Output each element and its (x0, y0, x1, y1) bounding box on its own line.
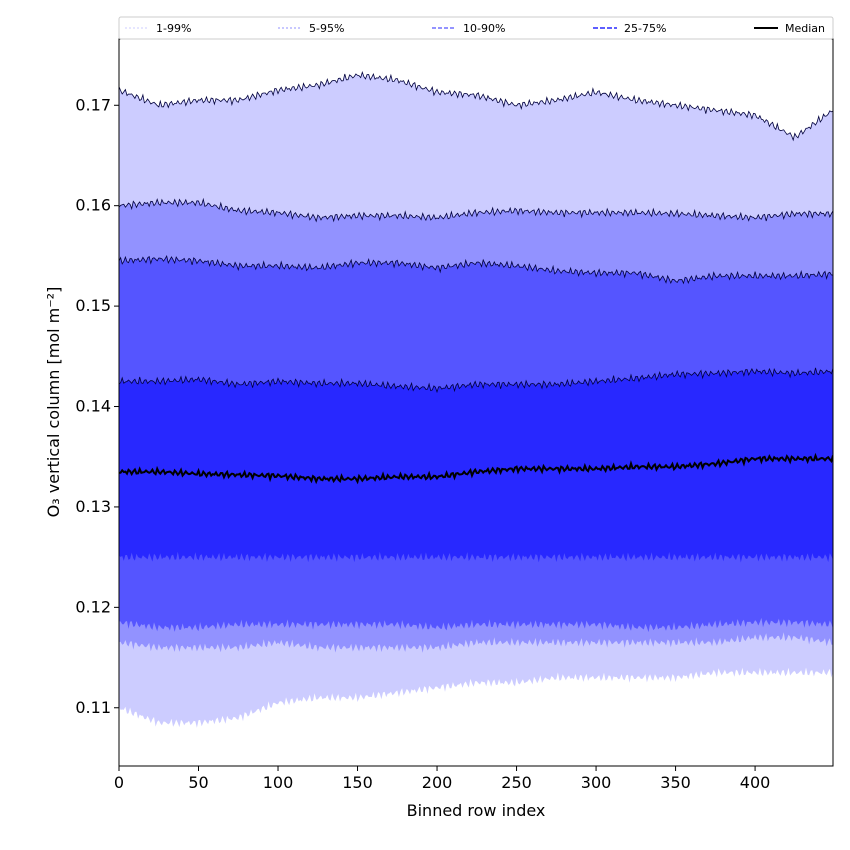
x-axis-ticks: 0 50 100 150 200 250 300 350 400 (114, 766, 770, 792)
x-tick-label: 350 (660, 773, 691, 792)
y-tick-label: 0.17 (75, 95, 111, 114)
band-25-75-upper-line (119, 367, 833, 394)
band-1-99-upper-line (119, 71, 833, 142)
legend-label-4: 25-75% (624, 22, 666, 35)
x-tick-label: 50 (188, 773, 208, 792)
band-25-75-area (119, 367, 833, 563)
median-line (119, 452, 833, 485)
band-10-90-upper-line (119, 255, 833, 285)
y-tick-label: 0.12 (75, 597, 111, 616)
x-tick-label: 200 (422, 773, 453, 792)
x-tick-label: 300 (581, 773, 612, 792)
x-tick-label: 100 (263, 773, 294, 792)
y-tick-label: 0.13 (75, 497, 111, 516)
x-axis-label: Binned row index (407, 801, 546, 820)
percentile-bands (119, 71, 833, 728)
x-tick-label: 400 (740, 773, 771, 792)
x-tick-label: 250 (501, 773, 532, 792)
y-tick-label: 0.16 (75, 196, 111, 215)
y-tick-label: 0.15 (75, 296, 111, 315)
x-tick-label: 150 (342, 773, 373, 792)
band-5-95-upper-line (119, 197, 833, 223)
x-tick-label: 0 (114, 773, 124, 792)
y-tick-label: 0.11 (75, 698, 111, 717)
median-layer (119, 452, 833, 485)
y-axis-label: O₃ vertical column [mol m⁻²] (44, 287, 63, 518)
legend-label-5: Median (785, 22, 825, 35)
legend-label-3: 10-90% (463, 22, 505, 35)
legend-label-1: 1-99% (156, 22, 191, 35)
legend: 1-99% 5-95% 10-90% 25-75% Median (118, 16, 834, 40)
y-tick-label: 0.14 (75, 397, 111, 416)
legend-label-2: 5-95% (309, 22, 344, 35)
legend-frame (118, 16, 834, 40)
y-axis-ticks: 0.11 0.12 0.13 0.14 0.15 0.16 0.17 (75, 95, 119, 717)
